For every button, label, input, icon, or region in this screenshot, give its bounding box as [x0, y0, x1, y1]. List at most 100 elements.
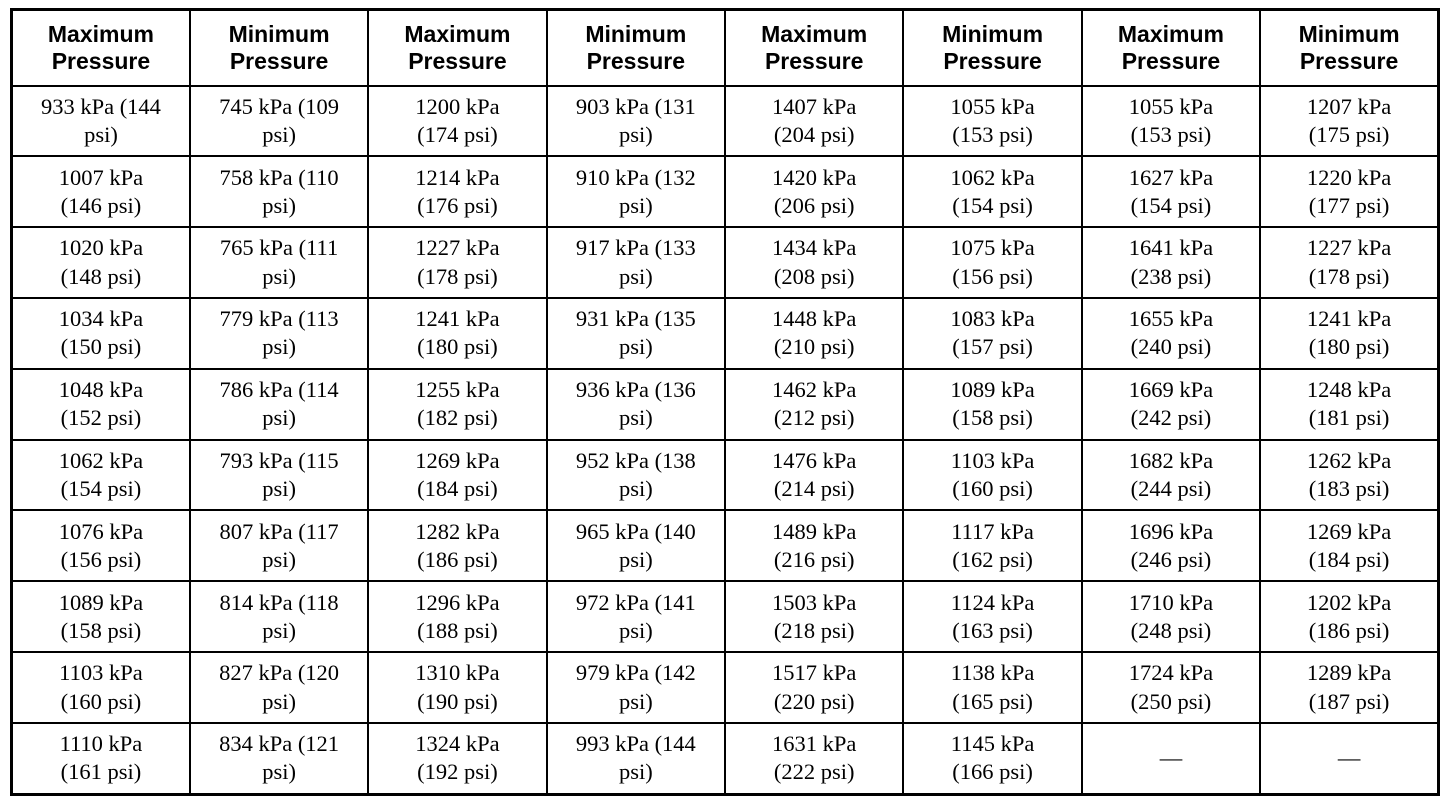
pressure-cell: 1200 kPa (174 psi) [367, 84, 548, 158]
pressure-cell: 965 kPa (140 psi) [545, 509, 727, 583]
pressure-cell: 1089 kPa (158 psi) [10, 580, 191, 654]
pressure-cell: 910 kPa (132 psi) [545, 155, 727, 229]
pressure-cell: 1269 kPa (184 psi) [367, 438, 548, 512]
pressure-cell: 1248 kPa (181 psi) [1259, 367, 1440, 441]
pressure-cell: 1075 kPa (156 psi) [902, 226, 1083, 299]
table-row: 1062 kPa (154 psi) 793 kPa (115 psi) 1269 … [10, 438, 1440, 512]
pressure-cell: 936 kPa (136 psi) [545, 367, 727, 441]
column-header-min-pressure-1: Minimum Pressure [188, 8, 370, 87]
pressure-cell: 979 kPa (142 psi) [545, 651, 727, 724]
pressure-cell: 1669 kPa (242 psi) [1080, 367, 1262, 441]
pressure-cell: 933 kPa (144 psi) [10, 84, 191, 158]
pressure-cell: 1448 kPa (210 psi) [723, 296, 905, 370]
pressure-cell: 827 kPa (120 psi) [188, 651, 370, 724]
pressure-cell: 1207 kPa (175 psi) [1259, 84, 1440, 158]
table-row: 933 kPa (144 psi) 745 kPa (109 psi) 1200 k… [10, 84, 1440, 158]
pressure-cell: 1241 kPa (180 psi) [1259, 296, 1440, 370]
pressure-cell: 1138 kPa (165 psi) [902, 651, 1083, 724]
table-row: 1020 kPa (148 psi) 765 kPa (111 psi) 1227 … [10, 226, 1440, 299]
pressure-cell: 745 kPa (109 psi) [188, 84, 370, 158]
pressure-cell: 1724 kPa (250 psi) [1080, 651, 1262, 724]
pressure-cell: 1255 kPa (182 psi) [367, 367, 548, 441]
table-row: 1110 kPa (161 psi) 834 kPa (121 psi) 1324 … [10, 721, 1440, 796]
pressure-cell: 1517 kPa (220 psi) [723, 651, 905, 724]
pressure-cell: 1145 kPa (166 psi) [902, 721, 1083, 796]
pressure-cell: 1289 kPa (187 psi) [1259, 651, 1440, 724]
pressure-cell: 1324 kPa (192 psi) [367, 721, 548, 796]
pressure-cell: 931 kPa (135 psi) [545, 296, 727, 370]
pressure-cell: — [1080, 721, 1262, 796]
table-row: 1076 kPa (156 psi) 807 kPa (117 psi) 1282 … [10, 509, 1440, 583]
pressure-cell: 1310 kPa (190 psi) [367, 651, 548, 724]
pressure-cell: 1655 kPa (240 psi) [1080, 296, 1262, 370]
pressure-cell: 1062 kPa (154 psi) [902, 155, 1083, 229]
column-header-max-pressure-1: Maximum Pressure [10, 8, 191, 87]
pressure-cell: 952 kPa (138 psi) [545, 438, 727, 512]
pressure-cell: 1627 kPa (154 psi) [1080, 155, 1262, 229]
pressure-cell: 1103 kPa (160 psi) [10, 651, 191, 724]
pressure-cell: 793 kPa (115 psi) [188, 438, 370, 512]
pressure-cell: — [1259, 721, 1440, 796]
pressure-cell: 1034 kPa (150 psi) [10, 296, 191, 370]
pressure-cell: 1055 kPa (153 psi) [1080, 84, 1262, 158]
pressure-table: Maximum Pressure Minimum Pressure Maximu… [10, 8, 1440, 796]
pressure-cell: 1214 kPa (176 psi) [367, 155, 548, 229]
pressure-cell: 834 kPa (121 psi) [188, 721, 370, 796]
pressure-cell: 1117 kPa (162 psi) [902, 509, 1083, 583]
pressure-cell: 1089 kPa (158 psi) [902, 367, 1083, 441]
table-row: 1103 kPa (160 psi) 827 kPa (120 psi) 1310 … [10, 651, 1440, 724]
column-header-max-pressure-4: Maximum Pressure [1080, 8, 1262, 87]
pressure-cell: 1462 kPa (212 psi) [723, 367, 905, 441]
pressure-cell: 1202 kPa (186 psi) [1259, 580, 1440, 654]
pressure-cell: 1296 kPa (188 psi) [367, 580, 548, 654]
pressure-cell: 1631 kPa (222 psi) [723, 721, 905, 796]
column-header-max-pressure-2: Maximum Pressure [367, 8, 548, 87]
table-body: 933 kPa (144 psi) 745 kPa (109 psi) 1200 k… [10, 84, 1440, 796]
pressure-cell: 1682 kPa (244 psi) [1080, 438, 1262, 512]
pressure-cell: 1503 kPa (218 psi) [723, 580, 905, 654]
pressure-cell: 786 kPa (114 psi) [188, 367, 370, 441]
pressure-cell: 1434 kPa (208 psi) [723, 226, 905, 299]
pressure-cell: 1020 kPa (148 psi) [10, 226, 191, 299]
table-row: 1034 kPa (150 psi) 779 kPa (113 psi) 1241 … [10, 296, 1440, 370]
pressure-cell: 1420 kPa (206 psi) [723, 155, 905, 229]
table-row: 1048 kPa (152 psi) 786 kPa (114 psi) 1255 … [10, 367, 1440, 441]
pressure-cell: 1055 kPa (153 psi) [902, 84, 1083, 158]
pressure-cell: 917 kPa (133 psi) [545, 226, 727, 299]
pressure-cell: 1282 kPa (186 psi) [367, 509, 548, 583]
pressure-cell: 1489 kPa (216 psi) [723, 509, 905, 583]
header-row: Maximum Pressure Minimum Pressure Maximu… [10, 8, 1440, 87]
pressure-cell: 1710 kPa (248 psi) [1080, 580, 1262, 654]
pressure-cell: 1407 kPa (204 psi) [723, 84, 905, 158]
pressure-cell: 903 kPa (131 psi) [545, 84, 727, 158]
pressure-cell: 1076 kPa (156 psi) [10, 509, 191, 583]
pressure-cell: 779 kPa (113 psi) [188, 296, 370, 370]
table-row: 1089 kPa (158 psi) 814 kPa (118 psi) 1296 … [10, 580, 1440, 654]
pressure-cell: 765 kPa (111 psi) [188, 226, 370, 299]
pressure-cell: 972 kPa (141 psi) [545, 580, 727, 654]
column-header-min-pressure-4: Minimum Pressure [1259, 8, 1440, 87]
column-header-min-pressure-3: Minimum Pressure [902, 8, 1083, 87]
pressure-cell: 1269 kPa (184 psi) [1259, 509, 1440, 583]
table-header: Maximum Pressure Minimum Pressure Maximu… [10, 8, 1440, 87]
pressure-cell: 1696 kPa (246 psi) [1080, 509, 1262, 583]
pressure-cell: 1476 kPa (214 psi) [723, 438, 905, 512]
pressure-cell: 1241 kPa (180 psi) [367, 296, 548, 370]
pressure-cell: 1262 kPa (183 psi) [1259, 438, 1440, 512]
pressure-cell: 1083 kPa (157 psi) [902, 296, 1083, 370]
column-header-max-pressure-3: Maximum Pressure [723, 8, 905, 87]
pressure-cell: 758 kPa (110 psi) [188, 155, 370, 229]
pressure-cell: 1124 kPa (163 psi) [902, 580, 1083, 654]
pressure-cell: 807 kPa (117 psi) [188, 509, 370, 583]
pressure-cell: 1641 kPa (238 psi) [1080, 226, 1262, 299]
pressure-cell: 1007 kPa (146 psi) [10, 155, 191, 229]
pressure-cell: 993 kPa (144 psi) [545, 721, 727, 796]
pressure-cell: 814 kPa (118 psi) [188, 580, 370, 654]
pressure-cell: 1227 kPa (178 psi) [367, 226, 548, 299]
pressure-cell: 1103 kPa (160 psi) [902, 438, 1083, 512]
pressure-cell: 1048 kPa (152 psi) [10, 367, 191, 441]
table-row: 1007 kPa (146 psi) 758 kPa (110 psi) 1214 … [10, 155, 1440, 229]
pressure-cell: 1220 kPa (177 psi) [1259, 155, 1440, 229]
pressure-cell: 1227 kPa (178 psi) [1259, 226, 1440, 299]
